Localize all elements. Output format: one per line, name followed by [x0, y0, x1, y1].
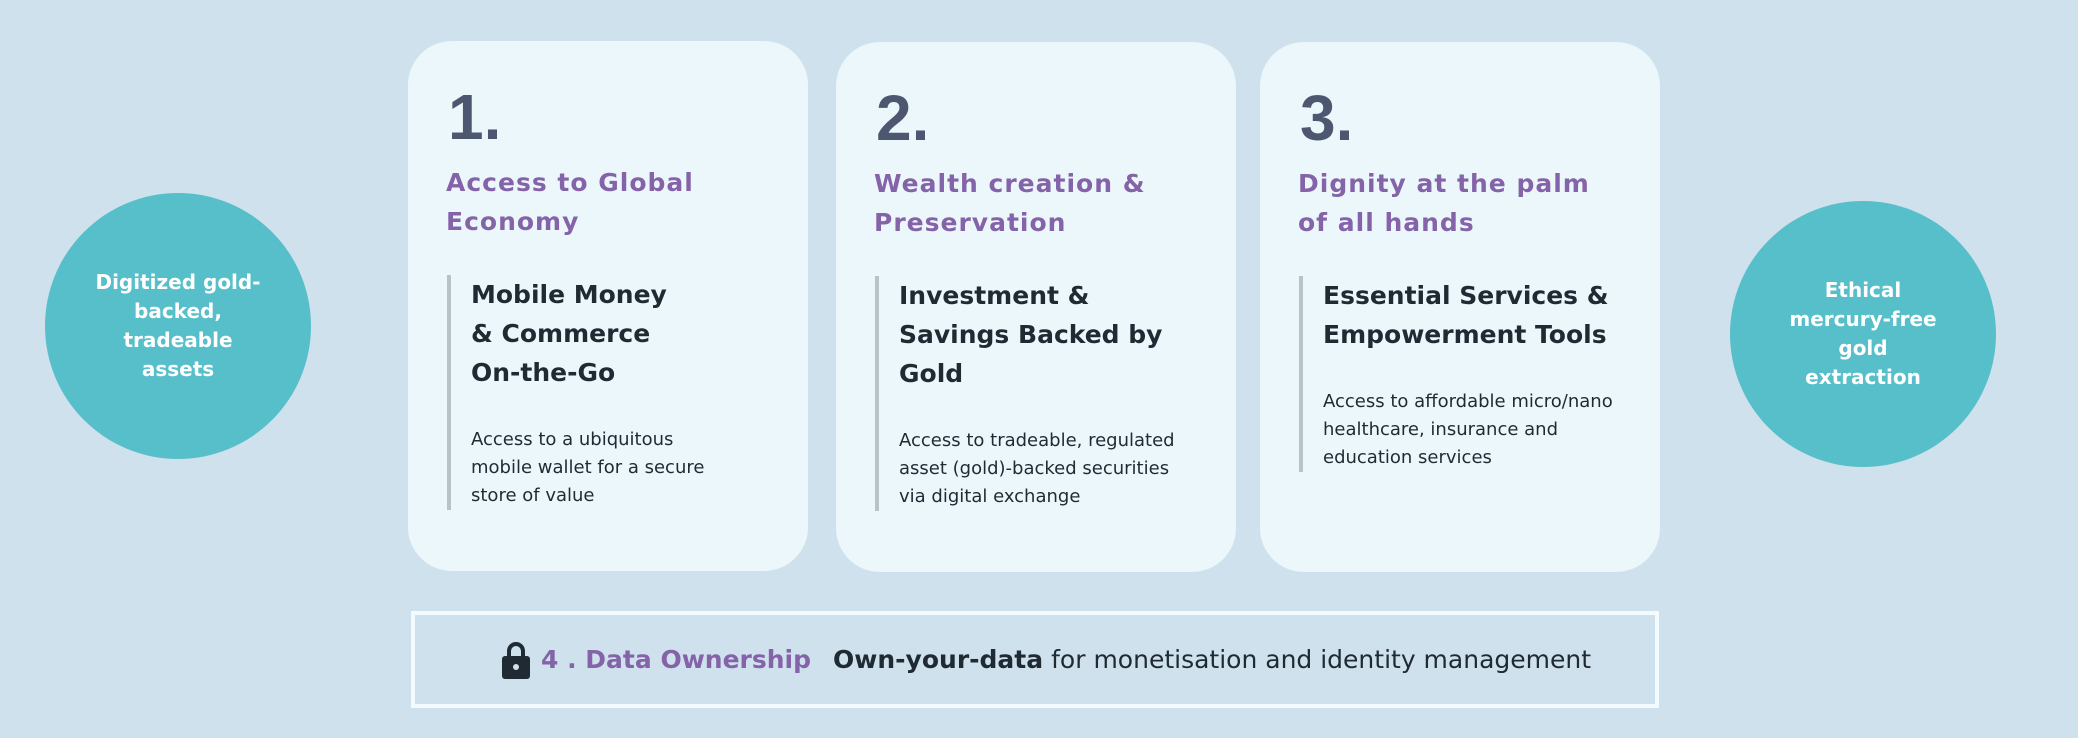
- card-number: 3.: [1300, 82, 1354, 154]
- card-description: Access to affordable micro/nano healthca…: [1323, 391, 1613, 468]
- data-ownership-banner: 4 . Data Ownership Own-your-data for mon…: [411, 611, 1659, 708]
- data-ownership-title: 4 . Data Ownership: [541, 645, 812, 674]
- card-dignity: 3. Dignity at the palm of all hands Esse…: [1260, 42, 1660, 572]
- card-description: Access to a ubiquitous mobile wallet for…: [471, 429, 705, 506]
- card-subtitle: Mobile Money & Commerce On-the-Go: [471, 280, 667, 387]
- card-subtitle: Essential Services & Empowerment Tools: [1323, 281, 1609, 349]
- card-title: Access to Global Economy: [446, 168, 694, 236]
- card-number: 2.: [876, 82, 930, 154]
- card-content: Investment & Savings Backed by Gold Acce…: [875, 276, 1198, 511]
- card-subtitle: Investment & Savings Backed by Gold: [899, 281, 1163, 388]
- own-your-data-label: Own-your-data: [833, 645, 1044, 674]
- card-global-economy: 1. Access to Global Economy Mobile Money…: [408, 41, 808, 571]
- ethical-extraction-text: Ethical mercury-free gold extraction: [1789, 278, 1937, 389]
- card-title: Dignity at the palm of all hands: [1298, 169, 1590, 237]
- card-content: Mobile Money & Commerce On-the-Go Access…: [447, 275, 770, 510]
- ethical-extraction-circle: Ethical mercury-free gold extraction: [1730, 201, 1996, 467]
- card-wealth-creation: 2. Wealth creation & Preservation Invest…: [836, 42, 1236, 572]
- gold-assets-circle: Digitized gold-backed, tradeable assets: [45, 193, 311, 459]
- card-content: Essential Services & Empowerment Tools A…: [1299, 276, 1622, 472]
- data-ownership-text: for monetisation and identity management: [1051, 645, 1592, 674]
- card-number: 1.: [448, 81, 502, 153]
- card-description: Access to tradeable, regulated asset (go…: [899, 430, 1175, 507]
- lock-icon: [502, 641, 530, 679]
- card-title: Wealth creation & Preservation: [874, 169, 1146, 237]
- gold-assets-text: Digitized gold-backed, tradeable assets: [95, 270, 261, 381]
